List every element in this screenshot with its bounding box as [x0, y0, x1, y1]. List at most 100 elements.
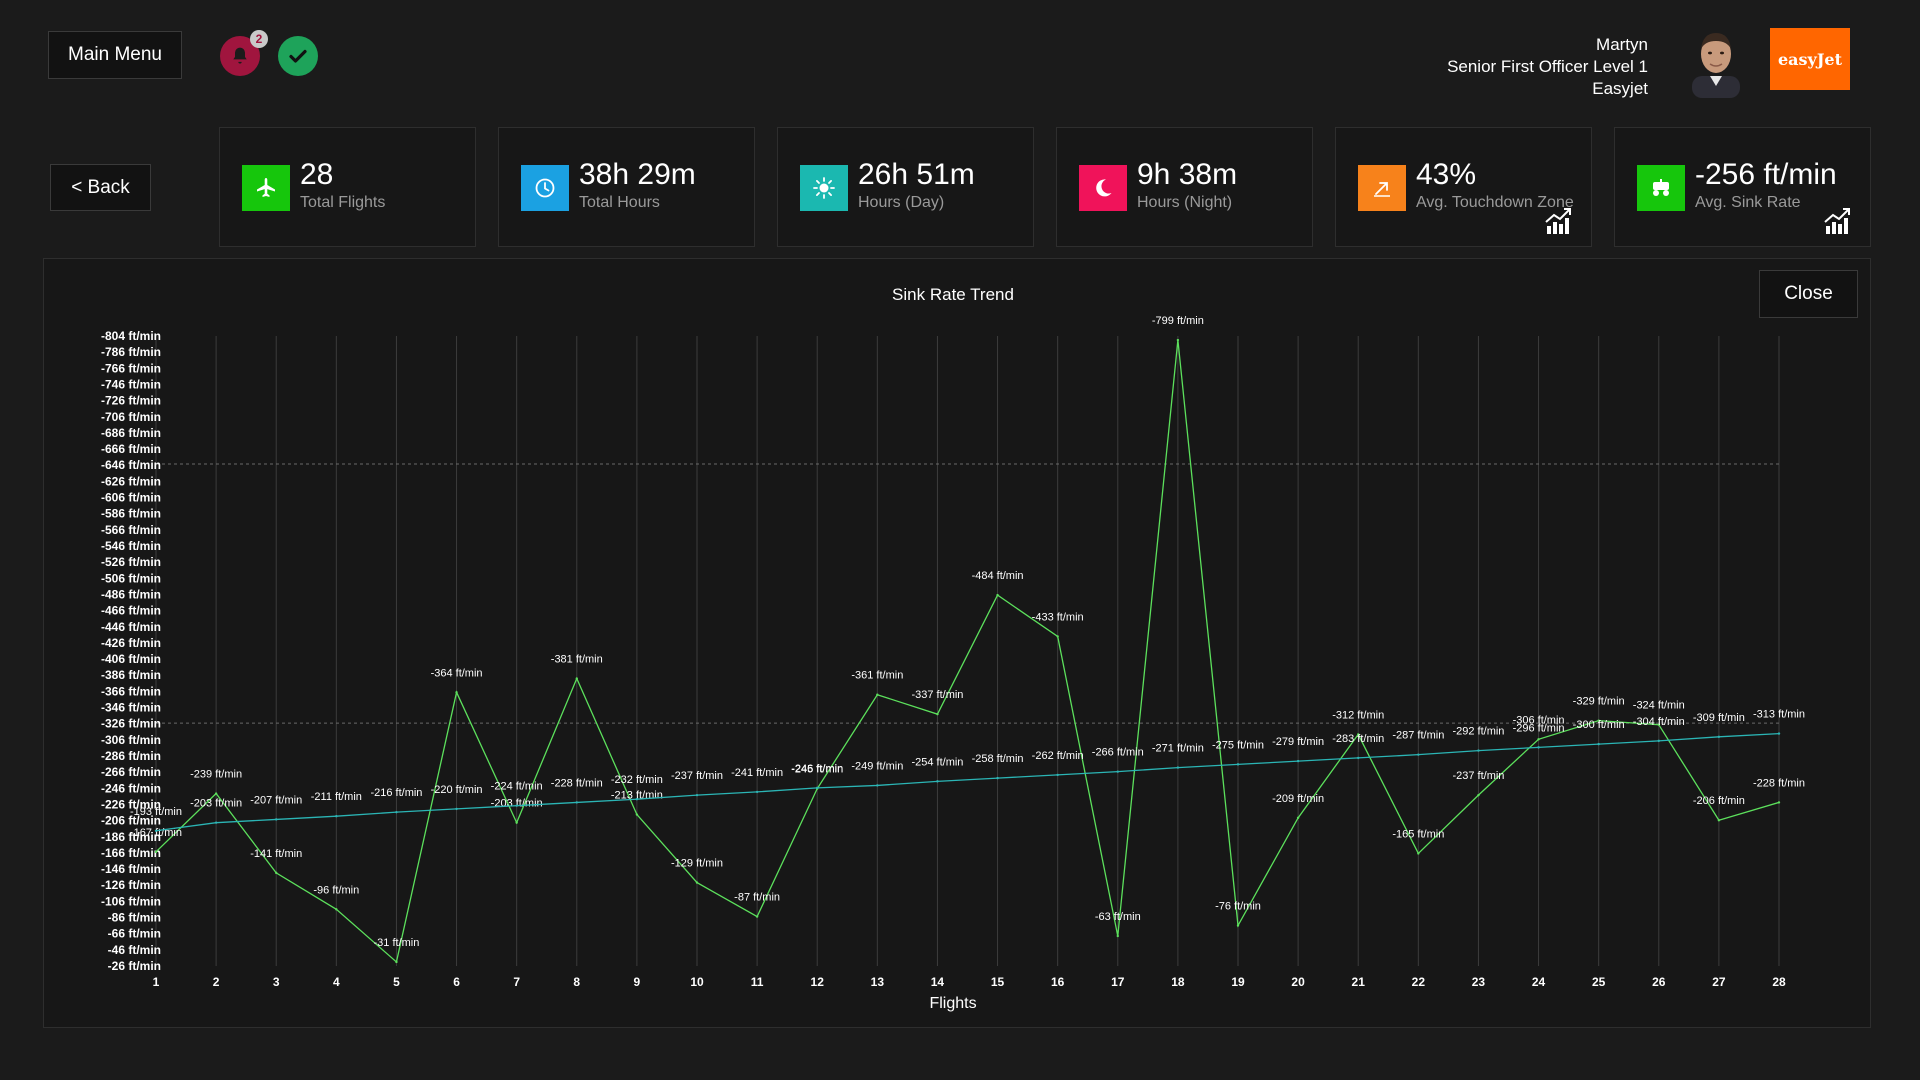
data-point [1657, 723, 1660, 726]
x-tick-label: 24 [1532, 975, 1546, 989]
y-tick-label: -646 ft/min [101, 458, 161, 472]
data-label: -245 ft/min [791, 764, 843, 776]
data-label: -254 ft/min [911, 756, 963, 768]
y-tick-label: -126 ft/min [101, 878, 161, 892]
profile-name: Martyn [1596, 35, 1648, 54]
x-tick-label: 9 [634, 975, 641, 989]
y-tick-label: -346 ft/min [101, 701, 161, 715]
chart-icon[interactable] [1543, 206, 1573, 236]
data-point [1296, 759, 1300, 763]
data-label: -799 ft/min [1152, 315, 1204, 327]
data-label: -216 ft/min [370, 787, 422, 799]
main-menu-button[interactable]: Main Menu [48, 31, 182, 79]
y-tick-label: -666 ft/min [101, 442, 161, 456]
y-tick-label: -66 ft/min [108, 927, 161, 941]
y-tick-label: -606 ft/min [101, 491, 161, 505]
y-tick-label: -566 ft/min [101, 523, 161, 537]
stat-card-total-hours: 38h 29m Total Hours [498, 127, 755, 247]
data-point [936, 712, 939, 716]
data-point [515, 821, 518, 824]
y-tick-label: -246 ft/min [101, 781, 161, 795]
y-tick-label: -766 ft/min [101, 361, 161, 375]
data-point [1657, 739, 1660, 743]
x-tick-label: 7 [513, 975, 520, 989]
data-label: -484 ft/min [972, 570, 1024, 582]
data-point [695, 793, 699, 797]
profile-role: Senior First Officer Level 1 [1447, 57, 1648, 76]
data-point [1116, 934, 1119, 938]
data-point [1236, 924, 1240, 927]
data-label: -337 ft/min [911, 689, 963, 701]
y-tick-label: -286 ft/min [101, 749, 161, 763]
y-tick-label: -746 ft/min [101, 377, 161, 391]
data-label: -209 ft/min [1272, 793, 1324, 805]
chart-icon[interactable] [1822, 206, 1852, 236]
data-label: -96 ft/min [313, 884, 359, 896]
data-point [1357, 756, 1360, 760]
data-label: -239 ft/min [190, 769, 242, 781]
data-point [455, 807, 458, 811]
data-point [1597, 742, 1600, 746]
data-point [1717, 819, 1721, 822]
y-tick-label: -804 ft/min [101, 329, 161, 343]
y-tick-label: -386 ft/min [101, 668, 161, 682]
x-tick-label: 5 [393, 975, 400, 989]
stat-card-hours-night: 9h 38m Hours (Night) [1056, 127, 1313, 247]
data-label: -206 ft/min [1693, 795, 1745, 807]
clock-icon [521, 165, 569, 211]
data-point [1537, 738, 1540, 741]
avatar[interactable] [1686, 22, 1746, 98]
gear-icon [1637, 165, 1685, 211]
x-tick-label: 4 [333, 975, 340, 989]
data-point [335, 908, 338, 911]
stat-value: 38h 29m [579, 158, 696, 191]
data-label: -141 ft/min [250, 848, 302, 860]
data-point [1717, 735, 1721, 739]
profile-airline: Easyjet [1592, 79, 1648, 98]
data-label: -220 ft/min [431, 784, 483, 796]
stat-label: Hours (Night) [1137, 194, 1233, 211]
x-tick-label: 15 [991, 975, 1005, 989]
y-tick-label: -686 ft/min [101, 426, 161, 440]
data-label: -129 ft/min [671, 858, 723, 870]
close-button[interactable]: Close [1759, 270, 1858, 318]
touchdown-icon [1358, 165, 1406, 211]
x-tick-label: 18 [1171, 975, 1185, 989]
data-point [1417, 852, 1420, 855]
data-label: -87 ft/min [734, 892, 780, 904]
stat-card-sink-rate: -256 ft/min Avg. Sink Rate [1614, 127, 1871, 247]
sink-rate-chart-panel [43, 258, 1871, 1028]
check-icon[interactable] [278, 36, 318, 76]
data-point [1116, 770, 1119, 773]
data-label: -304 ft/min [1633, 716, 1685, 728]
stat-value: 43% [1416, 158, 1477, 191]
data-point [395, 960, 398, 964]
y-tick-label: -466 ft/min [101, 604, 161, 618]
back-button[interactable]: < Back [50, 164, 151, 211]
chart-title: Sink Rate Trend [892, 285, 1014, 304]
stat-card-touchdown-zone: 43% Avg. Touchdown Zone [1335, 127, 1592, 247]
data-point [335, 814, 338, 818]
data-point [635, 797, 639, 801]
x-tick-label: 3 [273, 975, 280, 989]
y-tick-label: -706 ft/min [101, 410, 161, 424]
data-label: -258 ft/min [972, 753, 1024, 765]
sun-icon [800, 165, 848, 211]
moon-icon [1079, 165, 1127, 211]
data-label: -237 ft/min [671, 770, 723, 782]
x-tick-label: 12 [811, 975, 825, 989]
y-tick-label: -266 ft/min [101, 765, 161, 779]
data-label: -262 ft/min [1032, 750, 1084, 762]
stat-value: 28 [300, 158, 334, 191]
x-tick-label: 26 [1652, 975, 1666, 989]
data-label: -312 ft/min [1332, 709, 1384, 721]
x-tick-label: 28 [1772, 975, 1786, 989]
data-label: -76 ft/min [1215, 901, 1261, 913]
x-tick-label: 20 [1291, 975, 1305, 989]
data-label: -271 ft/min [1152, 743, 1204, 755]
data-label: -433 ft/min [1032, 611, 1084, 623]
y-tick-label: -166 ft/min [101, 846, 161, 860]
x-tick-label: 13 [871, 975, 885, 989]
y-tick-label: -486 ft/min [101, 587, 161, 601]
